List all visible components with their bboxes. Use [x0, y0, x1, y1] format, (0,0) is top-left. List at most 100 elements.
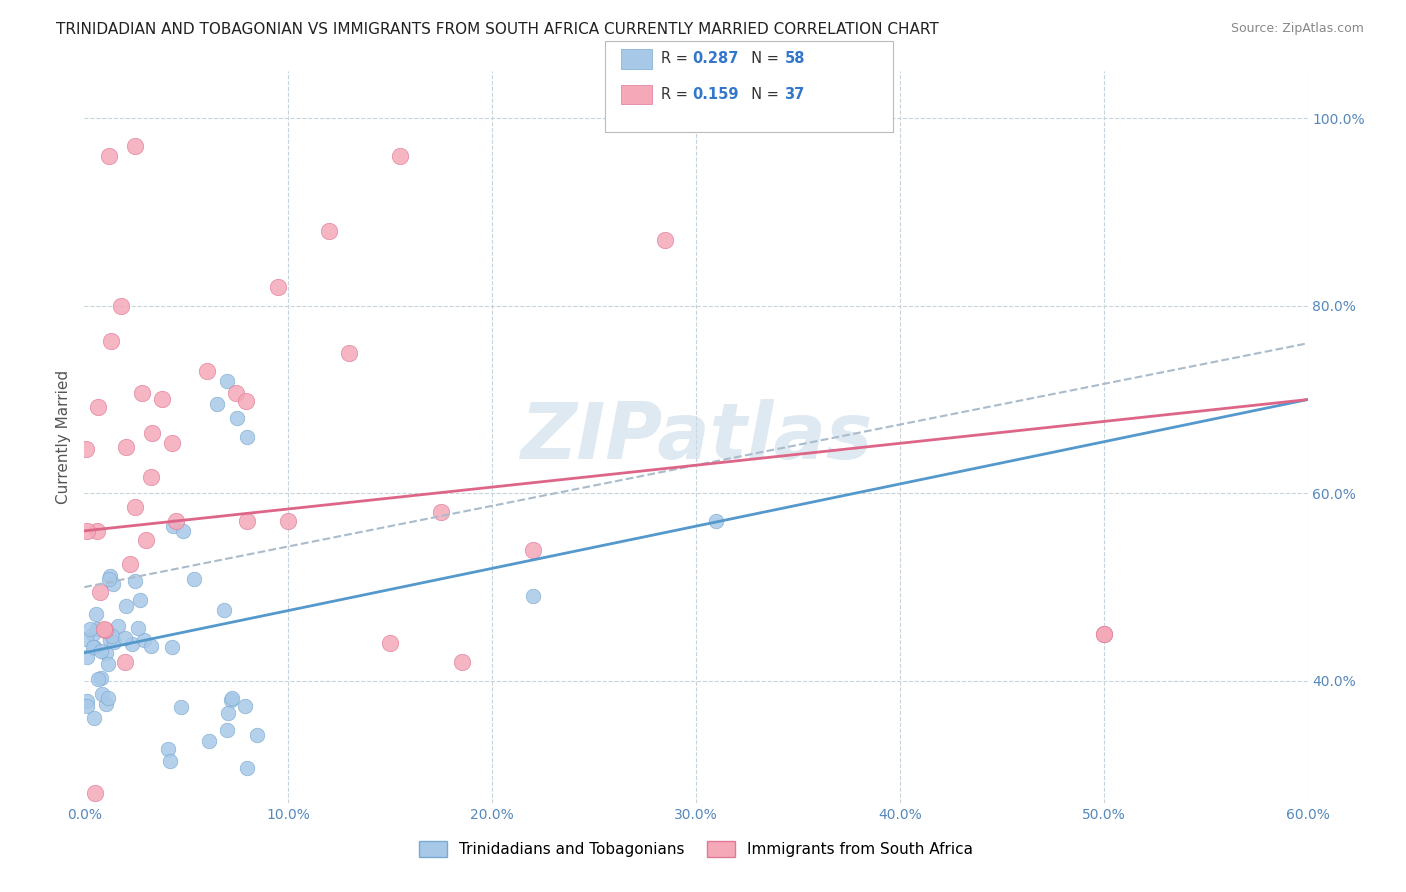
Point	[93, 623, 115, 637]
Point	[83, 786, 105, 800]
Point	[135, 533, 157, 548]
Point	[114, 631, 136, 645]
Point	[94, 697, 117, 711]
Point	[89, 585, 111, 599]
Point	[522, 590, 544, 604]
Point	[94, 623, 117, 637]
Point	[160, 436, 183, 450]
Point	[233, 699, 256, 714]
Point	[82, 640, 104, 654]
Point	[120, 557, 142, 571]
Point	[127, 621, 149, 635]
Point	[86, 401, 108, 415]
Point	[380, 636, 402, 650]
Point	[124, 574, 146, 588]
Point	[82, 627, 104, 641]
Point	[219, 693, 242, 707]
Point	[236, 761, 259, 775]
Point	[98, 572, 121, 586]
Point	[183, 572, 205, 586]
Point	[318, 224, 340, 238]
Text: 0.159: 0.159	[692, 87, 738, 102]
Point	[83, 711, 105, 725]
Point	[654, 233, 676, 247]
Text: R =: R =	[661, 52, 692, 66]
Point	[91, 688, 114, 702]
Point	[235, 393, 257, 408]
Point	[110, 299, 132, 313]
Point	[121, 637, 143, 651]
Point	[522, 542, 544, 557]
Text: 58: 58	[785, 52, 806, 66]
Point	[129, 592, 152, 607]
Point	[97, 657, 120, 672]
Point	[236, 430, 259, 444]
Point	[1092, 627, 1115, 641]
Point	[430, 505, 453, 519]
Point	[103, 635, 125, 649]
Point	[86, 622, 108, 636]
Text: 37: 37	[785, 87, 804, 102]
Point	[124, 139, 146, 153]
Point	[79, 622, 101, 636]
Text: TRINIDADIAN AND TOBAGONIAN VS IMMIGRANTS FROM SOUTH AFRICA CURRENTLY MARRIED COR: TRINIDADIAN AND TOBAGONIAN VS IMMIGRANTS…	[56, 22, 939, 37]
Point	[98, 569, 121, 583]
Point	[100, 334, 122, 349]
Point	[389, 149, 412, 163]
Point	[162, 640, 184, 654]
Point	[450, 655, 472, 669]
Point	[115, 599, 138, 614]
Point	[139, 639, 162, 653]
Point	[96, 690, 118, 705]
Point	[132, 632, 155, 647]
Text: Source: ZipAtlas.com: Source: ZipAtlas.com	[1230, 22, 1364, 36]
Point	[107, 619, 129, 633]
Point	[170, 700, 193, 714]
Point	[217, 374, 239, 388]
Point	[195, 364, 218, 378]
Point	[90, 671, 112, 685]
Point	[165, 515, 187, 529]
Point	[76, 524, 98, 538]
Point	[246, 727, 269, 741]
Point	[75, 442, 97, 456]
Point	[706, 515, 728, 529]
Point	[141, 470, 163, 484]
Point	[100, 629, 122, 643]
Point	[1092, 627, 1115, 641]
Text: 0.287: 0.287	[692, 52, 738, 66]
Point	[90, 644, 112, 658]
Point	[76, 698, 98, 713]
Text: ZIPatlas: ZIPatlas	[520, 399, 872, 475]
Text: N =: N =	[742, 52, 785, 66]
Point	[277, 515, 299, 529]
Point	[198, 734, 221, 748]
Point	[205, 397, 228, 411]
Point	[83, 640, 105, 654]
Point	[150, 392, 173, 406]
Point	[131, 385, 153, 400]
Point	[267, 280, 290, 294]
Point	[98, 632, 121, 647]
Point	[114, 655, 136, 669]
Point	[84, 607, 107, 622]
Point	[236, 515, 259, 529]
Point	[226, 411, 249, 425]
Point	[215, 723, 238, 737]
Point	[115, 440, 138, 454]
Text: N =: N =	[742, 87, 785, 102]
Point	[221, 691, 243, 706]
Y-axis label: Currently Married: Currently Married	[56, 370, 72, 504]
Point	[159, 754, 181, 768]
Legend: Trinidadians and Tobagonians, Immigrants from South Africa: Trinidadians and Tobagonians, Immigrants…	[419, 841, 973, 857]
Point	[76, 650, 98, 665]
Point	[156, 741, 179, 756]
Text: R =: R =	[661, 87, 692, 102]
Point	[97, 149, 120, 163]
Point	[162, 518, 184, 533]
Point	[87, 672, 110, 686]
Point	[217, 706, 239, 720]
Point	[96, 646, 118, 660]
Point	[76, 693, 98, 707]
Point	[141, 425, 163, 440]
